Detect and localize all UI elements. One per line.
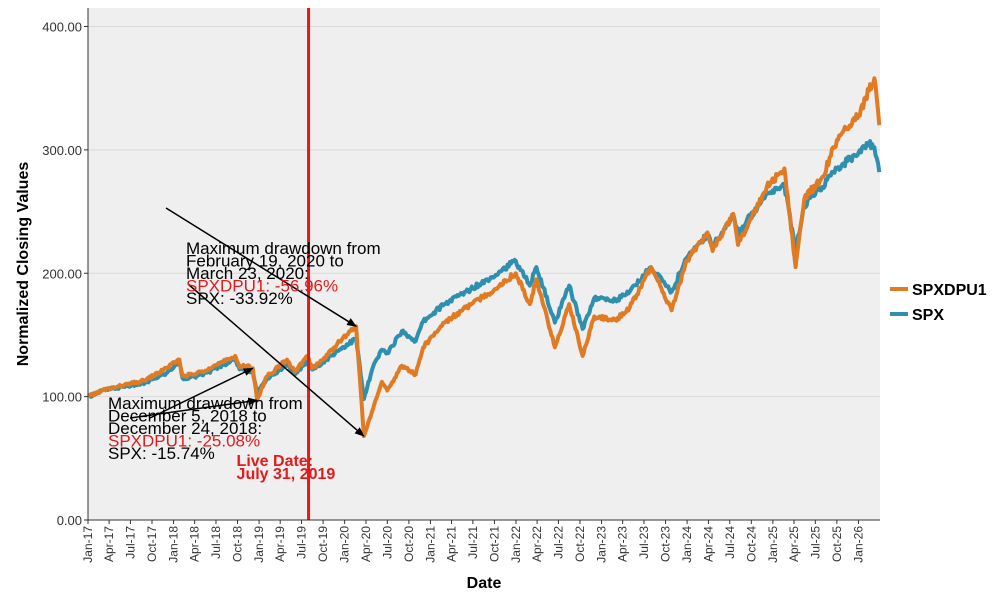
annotation-2020-text-line: February 19, 2020 to xyxy=(186,252,344,271)
gridlines xyxy=(88,26,880,398)
annotation-2018-arrow xyxy=(129,397,259,419)
legend-label-spx: SPX xyxy=(912,307,944,324)
x-tick-label: Jul-17 xyxy=(123,526,137,559)
x-tick-label: Jul-18 xyxy=(209,526,223,559)
live-date-label-line1: Live Date: xyxy=(237,453,313,470)
series-line-spx xyxy=(86,139,882,402)
x-tick-label: Jul-23 xyxy=(637,526,651,559)
plot-background xyxy=(88,8,880,520)
x-tick-label: Jan-21 xyxy=(423,526,437,563)
x-tick-label: Jan-18 xyxy=(167,526,181,563)
y-axis-title: Normalized Closing Values xyxy=(15,162,32,367)
y-tick-label: 400.00 xyxy=(42,20,82,35)
annotation-2018-text-line: December 5, 2018 to xyxy=(108,407,267,426)
live-date-marker: Live Date:July 31, 2019 xyxy=(237,8,336,520)
live-date-label-line2: July 31, 2019 xyxy=(237,466,336,483)
y-tick-label: 300.00 xyxy=(42,143,82,158)
x-tick-label: Apr-23 xyxy=(616,526,630,562)
annotation-2020-text-line: Maximum drawdown from xyxy=(186,239,381,258)
x-tick-label: Jan-22 xyxy=(509,526,523,563)
annotation-2018-text-line: SPX: -15.74% xyxy=(108,444,215,463)
x-axis-title: Date xyxy=(467,575,502,592)
x-tick-label: Jan-23 xyxy=(595,526,609,563)
x-tick-label: Jan-24 xyxy=(680,526,694,563)
x-tick-label: Oct-22 xyxy=(573,526,587,562)
annotation-2020-text-line: SPXDPU1: -56.96% xyxy=(186,277,338,296)
x-tick-label: Apr-21 xyxy=(445,526,459,562)
x-tick-label: Jul-25 xyxy=(808,526,822,559)
x-tick-label: Jul-20 xyxy=(380,526,394,559)
annotation-2020-text-line: SPX: -33.92% xyxy=(186,289,293,308)
x-tick-label: Jul-19 xyxy=(295,526,309,559)
x-tick-label: Jul-21 xyxy=(466,526,480,559)
x-tick-label: Jan-26 xyxy=(851,526,865,563)
x-tick-label: Jan-19 xyxy=(252,526,266,563)
legend: SPXDPU1 SPX xyxy=(890,282,987,324)
x-tick-label: Apr-20 xyxy=(359,526,373,562)
x-tick-label: Apr-17 xyxy=(102,526,116,562)
legend-label-spxdpu1: SPXDPU1 xyxy=(912,282,987,299)
x-tick-label: Apr-25 xyxy=(787,526,801,562)
x-tick-label: Apr-24 xyxy=(701,526,715,562)
x-axis-ticks: Jan-17 Apr-17 Jul-17 Oct-17 Jan-18 Apr-18 Jul-… xyxy=(81,520,865,563)
annotation-2020-arrow xyxy=(187,283,365,437)
series-line-spxdpu1 xyxy=(87,76,882,439)
x-tick-label: Jan-17 xyxy=(81,526,95,563)
annotation-2018-arrow xyxy=(149,367,254,419)
series-lines xyxy=(86,76,882,439)
x-tick-label: Oct-17 xyxy=(145,526,159,562)
x-tick-label: Jul-22 xyxy=(551,526,565,559)
y-tick-label: 0.00 xyxy=(57,513,82,528)
annotation-2018-text-line: SPXDPU1: -25.08% xyxy=(108,432,260,451)
annotation-2018-text-line: December 24, 2018: xyxy=(108,419,262,438)
x-tick-label: Oct-21 xyxy=(487,526,501,562)
x-tick-label: Jan-25 xyxy=(766,526,780,563)
x-tick-label: Oct-18 xyxy=(231,526,245,562)
x-tick-label: Oct-23 xyxy=(659,526,673,562)
y-tick-label: 100.00 xyxy=(42,390,82,405)
x-tick-label: Oct-20 xyxy=(402,526,416,562)
x-tick-label: Oct-19 xyxy=(316,526,330,562)
x-tick-label: Jul-24 xyxy=(723,526,737,559)
x-tick-label: Oct-25 xyxy=(830,526,844,562)
x-tick-label: Apr-22 xyxy=(530,526,544,562)
annotation-2020-arrow xyxy=(165,207,357,327)
x-tick-label: Oct-24 xyxy=(744,526,758,562)
x-tick-label: Apr-18 xyxy=(188,526,202,562)
annotation-2020-text-line: March 23, 2020: xyxy=(186,264,309,283)
x-tick-label: Apr-19 xyxy=(273,526,287,562)
x-tick-label: Jan-20 xyxy=(338,526,352,563)
y-tick-label: 200.00 xyxy=(42,266,82,281)
y-axis-ticks: 0.00 100.00 200.00 300.00 400.00 xyxy=(42,20,88,528)
annotation-2018-text-line: Maximum drawdown from xyxy=(108,394,303,413)
